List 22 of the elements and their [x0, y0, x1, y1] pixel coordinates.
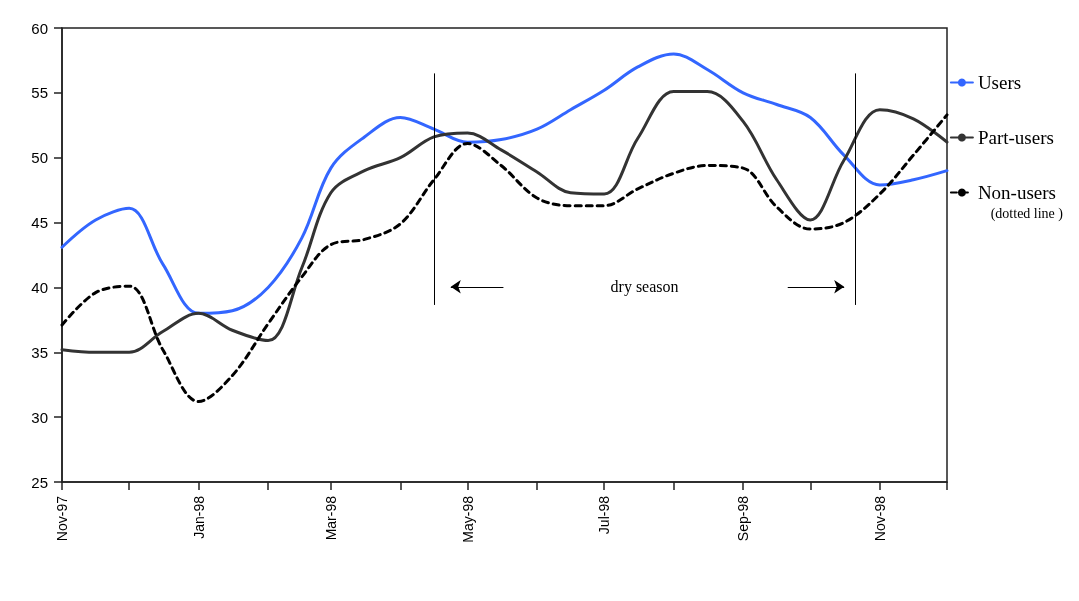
y-tick-label: 55 — [31, 84, 48, 102]
y-tick-label: 25 — [31, 473, 48, 491]
x-tick-label: Mar-98 — [322, 495, 339, 541]
x-tick-label: Sep-98 — [735, 495, 752, 542]
y-tick-label: 35 — [31, 343, 48, 361]
line-series — [60, 90, 949, 354]
y-tick-label: 40 — [31, 278, 48, 296]
legend-label: Users — [977, 72, 1022, 93]
annotation: dry season — [610, 278, 679, 297]
line-series — [60, 52, 949, 315]
x-tick-label: May-98 — [459, 495, 476, 543]
y-tick-label: 30 — [31, 408, 48, 426]
x-tick-label: Nov-97 — [54, 495, 70, 542]
text: (dotted line ) — [990, 205, 1064, 222]
y-tick-label: 45 — [31, 214, 48, 232]
y-tick-label: 50 — [31, 149, 48, 167]
legend-label: Part-users — [977, 127, 1054, 148]
x-tick-label: Nov-98 — [871, 495, 888, 542]
legend-label: Non-users — [977, 182, 1057, 203]
x-tick-label: Jul-98 — [596, 495, 613, 535]
y-tick-label: 60 — [31, 19, 48, 37]
x-tick-label: Jan-98 — [190, 495, 207, 539]
